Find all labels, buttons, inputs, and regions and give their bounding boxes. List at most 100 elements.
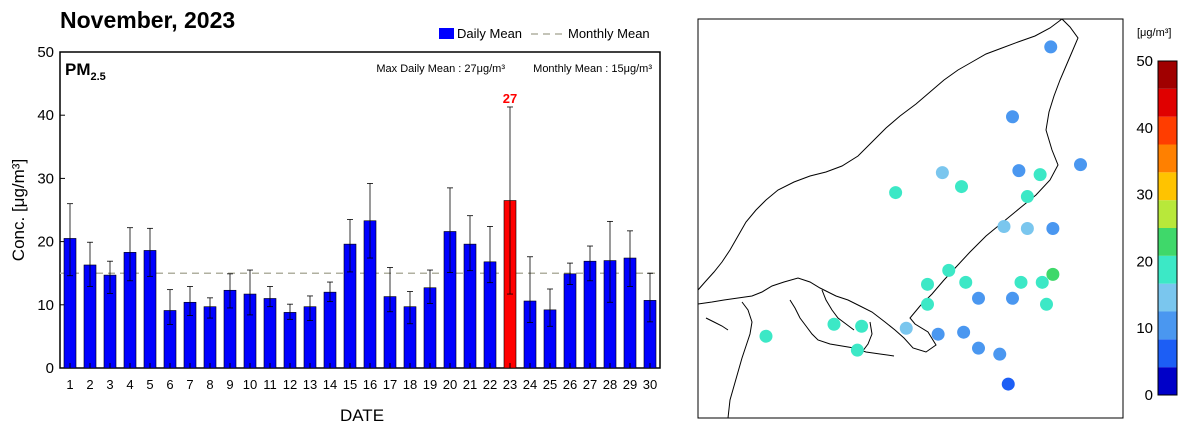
- station-dot: [899, 321, 913, 335]
- x-axis: 1 2 3 4 5 6 7 8 9 10 11 12 13 14 15 16 17 18 19 20 21 22 23 24 2…: [66, 363, 657, 392]
- x-tick-label: 4: [126, 377, 133, 392]
- station-dot: [1046, 267, 1060, 281]
- x-tick-label: 5: [146, 377, 153, 392]
- station-dot: [889, 186, 903, 200]
- station-dot: [1020, 190, 1034, 204]
- colorbar-segment: [1158, 88, 1177, 117]
- station-dot: [850, 343, 864, 357]
- legend-monthly-mean-label: Monthly Mean: [568, 26, 650, 41]
- station-dot: [1012, 164, 1026, 178]
- station-dot: [921, 297, 934, 311]
- x-tick-label: 15: [343, 377, 357, 392]
- colorbar-segment: [1158, 255, 1177, 284]
- x-tick-label: 10: [243, 377, 257, 392]
- x-tick-label: 1: [66, 377, 73, 392]
- station-dot: [1046, 221, 1060, 235]
- stations: [759, 40, 1087, 391]
- bar: [263, 298, 277, 369]
- x-tick-label: 30: [643, 377, 657, 392]
- x-tick-label: 21: [463, 377, 477, 392]
- bars: 27: [63, 91, 657, 369]
- x-tick-label: 20: [443, 377, 457, 392]
- x-tick-label: 19: [423, 377, 437, 392]
- x-tick-label: 13: [303, 377, 317, 392]
- station-dot: [1033, 168, 1047, 182]
- station-dot: [957, 325, 971, 339]
- colorbar-tick-label: 0: [1145, 387, 1153, 404]
- station-dot: [997, 219, 1011, 233]
- x-axis-label: DATE: [340, 406, 384, 425]
- colorbar-segment: [1158, 311, 1177, 340]
- y-tick-label: 50: [37, 44, 54, 61]
- x-tick-label: 23: [503, 377, 517, 392]
- x-tick-label: 2: [86, 377, 93, 392]
- station-dot: [931, 327, 945, 341]
- station-dot: [942, 263, 956, 277]
- x-tick-label: 3: [106, 377, 113, 392]
- x-tick-label: 29: [623, 377, 637, 392]
- station-dot: [935, 166, 949, 180]
- station-dot: [993, 347, 1007, 361]
- x-tick-label: 14: [323, 377, 337, 392]
- station-dot: [955, 180, 968, 194]
- x-tick-label: 22: [483, 377, 497, 392]
- colorbar-segment: [1158, 339, 1177, 368]
- monthly-mean-text: Monthly Mean : 15μg/m³: [533, 63, 652, 75]
- y-tick-label: 20: [37, 234, 54, 251]
- station-dot: [855, 319, 869, 333]
- colorbar-tick-label: 20: [1136, 253, 1153, 270]
- station-dot: [1040, 297, 1053, 311]
- max-daily-mean-text: Max Daily Mean : 27μg/m³: [376, 63, 505, 75]
- station-dot: [1001, 377, 1015, 391]
- map-frame: [697, 18, 1124, 419]
- y-axis: 0 10 20 30 40 50: [37, 44, 65, 377]
- x-tick-label: 9: [226, 377, 233, 392]
- colorbar-segment: [1158, 116, 1177, 145]
- bar: [283, 312, 297, 369]
- x-tick-label: 11: [263, 377, 277, 392]
- y-tick-label: 10: [37, 297, 54, 314]
- station-dot: [1014, 275, 1028, 289]
- x-tick-label: 18: [403, 377, 417, 392]
- station-dot: [1074, 158, 1087, 172]
- x-tick-label: 26: [563, 377, 577, 392]
- y-tick-label: 40: [37, 107, 54, 124]
- station-dot: [1020, 221, 1034, 235]
- station-dot: [759, 329, 773, 343]
- colorbar-tick-label: 10: [1136, 320, 1153, 337]
- station-dot: [827, 317, 841, 331]
- station-dot: [972, 341, 985, 355]
- x-tick-label: 17: [383, 377, 397, 392]
- colorbar-segment: [1158, 200, 1177, 228]
- y-axis-label: Conc. [μg/m³]: [9, 159, 28, 261]
- station-dot: [1006, 110, 1019, 124]
- coastline: [697, 18, 1079, 419]
- colorbar-segment: [1158, 172, 1177, 201]
- station-dot: [959, 275, 973, 289]
- y-tick-label: 30: [37, 170, 54, 187]
- colorbar-segment: [1158, 144, 1177, 173]
- colorbar-segment: [1158, 228, 1177, 256]
- bar: [563, 273, 577, 369]
- colorbar-segment: [1158, 367, 1177, 395]
- bar: [323, 291, 337, 369]
- station-dot: [921, 277, 934, 291]
- x-tick-label: 28: [603, 377, 617, 392]
- station-dot: [1044, 40, 1058, 54]
- colorbar-segment: [1158, 61, 1177, 89]
- colorbar: 0 10 20 30 40 50: [1136, 53, 1178, 404]
- colorbar-tick-label: 30: [1136, 187, 1153, 204]
- pollutant-label: PM2.5: [65, 60, 106, 83]
- y-tick-label: 0: [46, 360, 54, 377]
- plot-frame: [59, 51, 661, 369]
- x-tick-label: 12: [283, 377, 297, 392]
- station-dot: [1006, 291, 1019, 305]
- x-tick-label: 25: [543, 377, 557, 392]
- x-tick-label: 7: [186, 377, 193, 392]
- colorbar-tick-label: 50: [1136, 53, 1153, 70]
- x-tick-label: 16: [363, 377, 377, 392]
- station-dot: [972, 291, 985, 305]
- legend-daily-mean-swatch: [439, 28, 454, 39]
- x-tick-label: 24: [523, 377, 537, 392]
